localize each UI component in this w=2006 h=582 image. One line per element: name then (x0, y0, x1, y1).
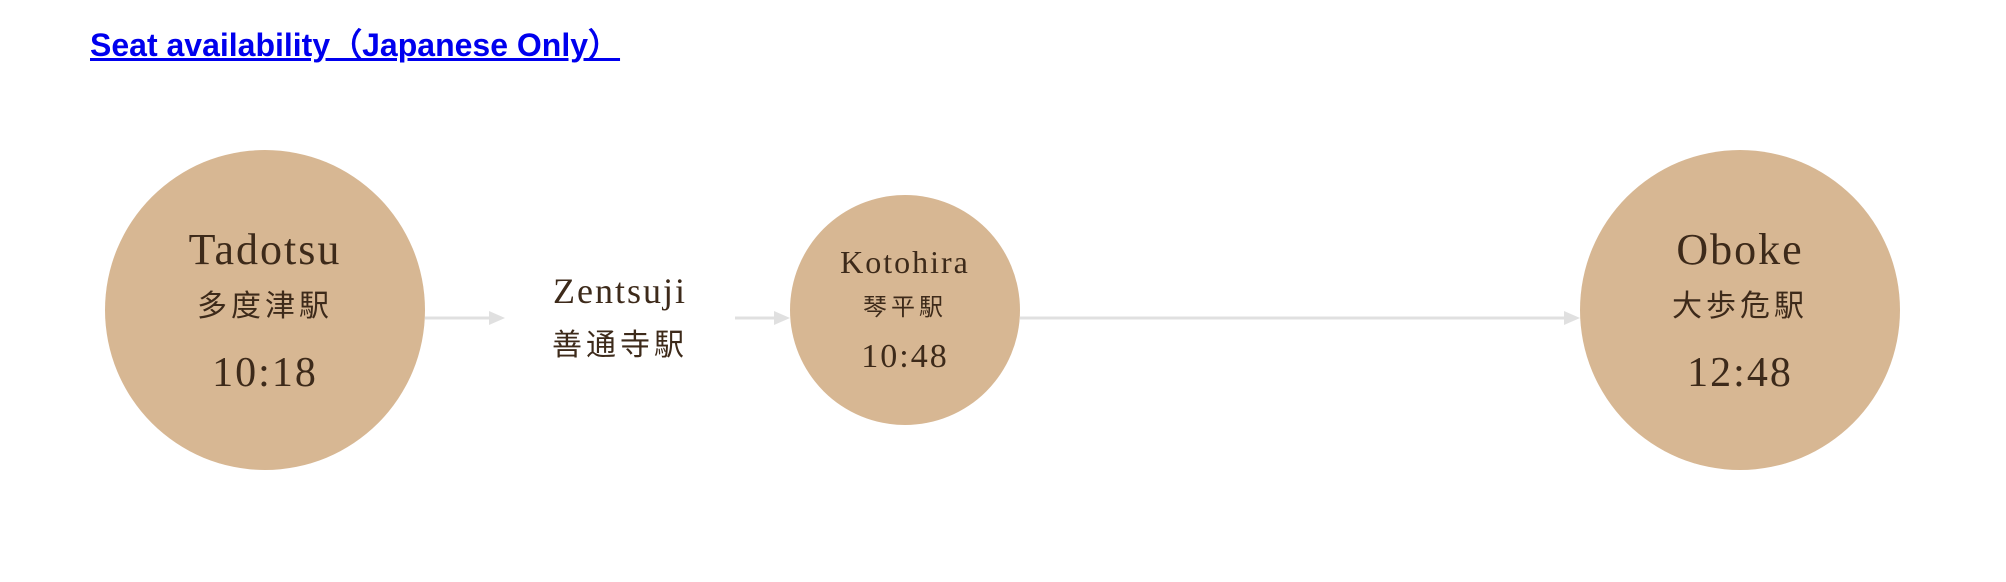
station-name-en: Zentsuji (553, 270, 687, 312)
station-name-en: Kotohira (840, 244, 970, 281)
route-diagram: Tadotsu 多度津駅 10:18 Zentsuji 善通寺駅 Kotohir… (0, 130, 2006, 550)
station-time: 12:48 (1687, 349, 1793, 397)
arrow-1 (425, 308, 505, 311)
seat-availability-link[interactable]: Seat availability（Japanese Only） (90, 20, 620, 66)
station-name-en: Tadotsu (189, 224, 342, 275)
arrow-3 (1020, 308, 1580, 311)
station-name-jp: 大歩危駅 (1672, 281, 1808, 325)
station-name-jp: 多度津駅 (197, 281, 333, 325)
arrow-2 (735, 308, 790, 311)
station-time: 10:18 (212, 349, 318, 397)
station-name-jp: 琴平駅 (863, 287, 947, 322)
station-tadotsu: Tadotsu 多度津駅 10:18 (105, 150, 425, 470)
station-time: 10:48 (861, 338, 948, 376)
station-name-jp: 善通寺駅 (552, 320, 688, 364)
station-zentsuji: Zentsuji 善通寺駅 (510, 270, 730, 364)
station-kotohira: Kotohira 琴平駅 10:48 (790, 195, 1020, 425)
station-oboke: Oboke 大歩危駅 12:48 (1580, 150, 1900, 470)
station-name-en: Oboke (1676, 224, 1803, 275)
